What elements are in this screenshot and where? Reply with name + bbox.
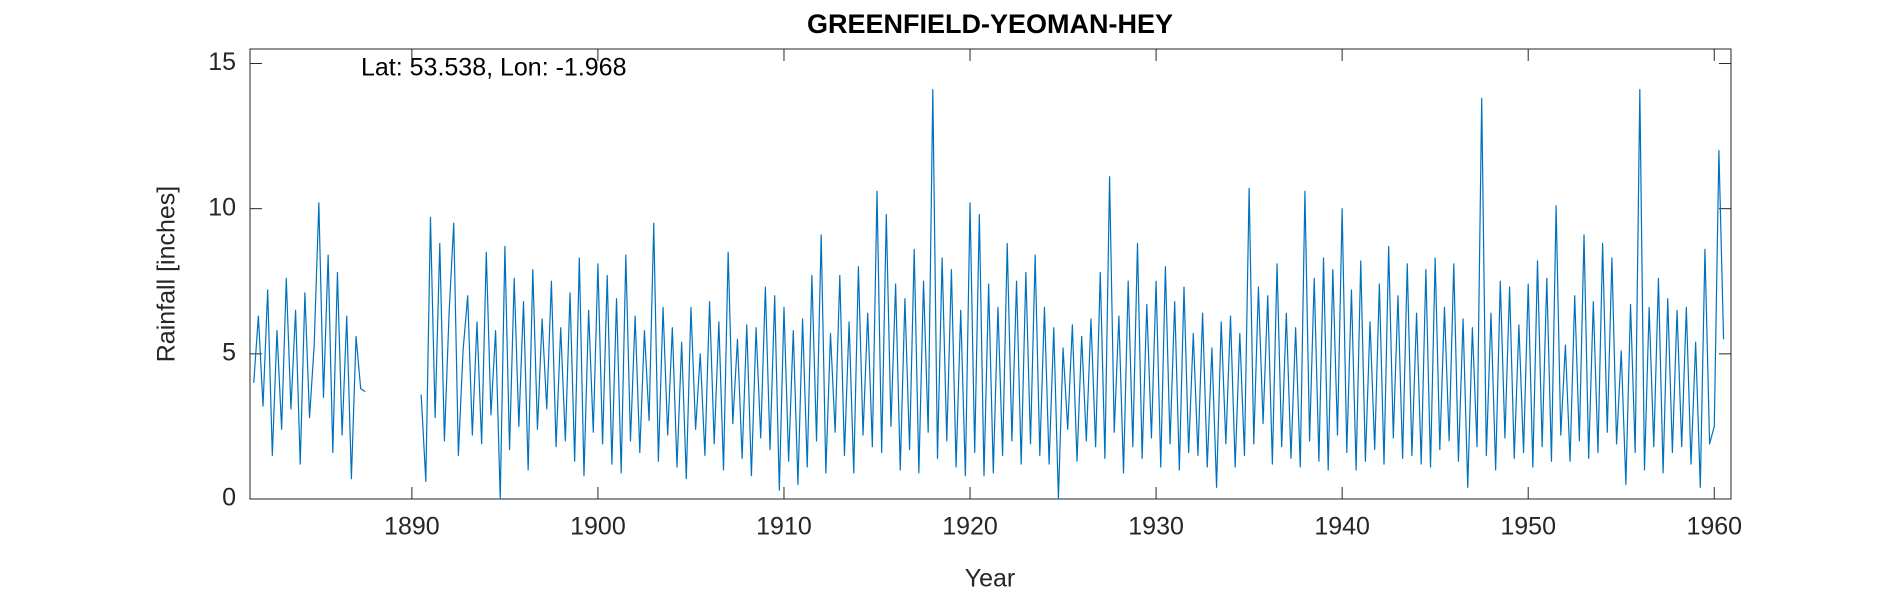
y-tick-label: 0 — [222, 484, 236, 512]
x-tick-label: 1940 — [1314, 513, 1370, 541]
x-tick-label: 1950 — [1500, 513, 1556, 541]
chart-title: GREENFIELD-YEOMAN-HEY — [807, 9, 1173, 39]
annotation: Lat: 53.538, Lon: -1.968 — [361, 54, 627, 82]
y-axis-label: Rainfall [inches] — [153, 186, 181, 362]
x-tick-label: 1960 — [1686, 513, 1742, 541]
y-tick-label: 5 — [222, 338, 236, 366]
y-tick-label: 10 — [208, 193, 236, 221]
x-axis-label: Year — [965, 565, 1016, 591]
x-tick-label: 1920 — [942, 513, 998, 541]
x-tick-label: 1890 — [384, 513, 440, 541]
plot-frame — [249, 48, 1732, 500]
x-tick-label: 1900 — [570, 513, 626, 541]
y-tick-label: 15 — [208, 48, 236, 76]
x-tick-label: 1930 — [1128, 513, 1184, 541]
x-tick-label: 1910 — [756, 513, 812, 541]
data-line — [253, 89, 1725, 500]
